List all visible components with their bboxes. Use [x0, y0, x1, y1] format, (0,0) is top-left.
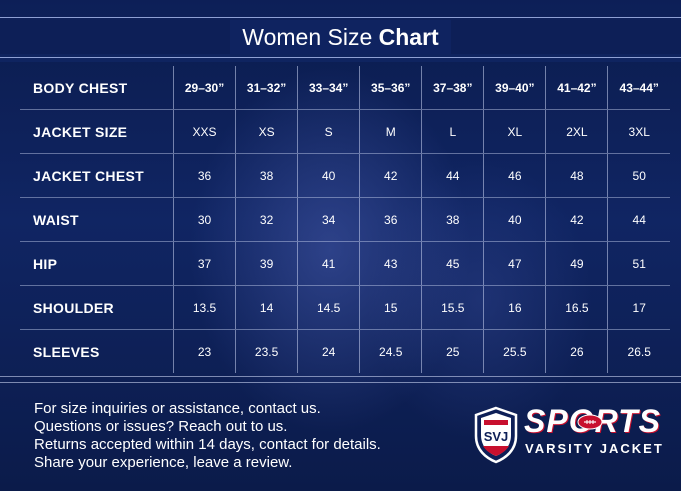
- table-row: JACKET CHEST 36 38 40 42 44 46 48 50: [20, 153, 670, 198]
- table-cell: 13.5: [172, 285, 236, 330]
- table-cell: 40: [297, 153, 360, 198]
- table-cell: 3XL: [607, 109, 670, 154]
- page-title: Women Size Chart: [0, 20, 681, 54]
- brand-logo: SVJ SPORTS VARSITY JACKET: [474, 404, 664, 468]
- table-cell: 45: [421, 241, 484, 286]
- footer-divider-2: [0, 382, 681, 383]
- table-cell: 48: [545, 153, 608, 198]
- table-cell: 44: [607, 197, 670, 242]
- table-cell: 34: [297, 197, 360, 242]
- table-cell: 26.5: [607, 329, 670, 373]
- table-cell: 26: [545, 329, 608, 373]
- row-label: WAIST: [20, 197, 174, 242]
- title-divider-top: [0, 17, 681, 18]
- table-cell: 42: [359, 153, 422, 198]
- header-cell: 29–30”: [172, 66, 236, 110]
- row-label: HIP: [20, 241, 174, 286]
- table-cell: 16.5: [545, 285, 608, 330]
- table-row: SLEEVES 23 23.5 24 24.5 25 25.5 26 26.5: [20, 329, 670, 373]
- table-cell: 42: [545, 197, 608, 242]
- table-cell: 41: [297, 241, 360, 286]
- header-cell: 43–44”: [607, 66, 670, 110]
- header-cell: 31–32”: [235, 66, 298, 110]
- footer-line: Questions or issues? Reach out to us.: [34, 418, 288, 435]
- table-cell: 36: [172, 153, 236, 198]
- table-cell: 39: [235, 241, 298, 286]
- football-icon: [577, 414, 603, 430]
- footer-divider-1: [0, 376, 681, 377]
- table-cell: XS: [235, 109, 298, 154]
- table-cell: M: [359, 109, 422, 154]
- table-cell: 50: [607, 153, 670, 198]
- table-cell: 16: [483, 285, 546, 330]
- table-cell: 15.5: [421, 285, 484, 330]
- table-cell: 25: [421, 329, 484, 373]
- row-label: SHOULDER: [20, 285, 174, 330]
- title-light: Women Size: [242, 24, 373, 50]
- table-cell: S: [297, 109, 360, 154]
- table-cell: 37: [172, 241, 236, 286]
- title-divider-bottom: [0, 57, 681, 58]
- table-cell: 32: [235, 197, 298, 242]
- table-cell: XXS: [172, 109, 236, 154]
- shield-text: SVJ: [484, 429, 509, 444]
- size-table: BODY CHEST 29–30” 31–32” 33–34” 35–36” 37–38”…: [20, 66, 670, 373]
- shield-icon: SVJ: [474, 406, 518, 464]
- footer-line: Share your experience, leave a review.: [34, 454, 293, 471]
- footer-line: Returns accepted within 14 days, contact…: [34, 436, 381, 453]
- table-row: HIP 37 39 41 43 45 47 49 51: [20, 241, 670, 286]
- table-cell: 43: [359, 241, 422, 286]
- row-label: JACKET CHEST: [20, 153, 174, 198]
- footer-info: For size inquiries or assistance, contac…: [34, 400, 454, 472]
- table-row: JACKET SIZE XXS XS S M L XL 2XL 3XL: [20, 109, 670, 154]
- header-cell: 35–36”: [359, 66, 422, 110]
- table-row: SHOULDER 13.5 14 14.5 15 15.5 16 16.5 17: [20, 285, 670, 330]
- table-cell: 2XL: [545, 109, 608, 154]
- table-row: WAIST 30 32 34 36 38 40 42 44: [20, 197, 670, 242]
- table-cell: 38: [421, 197, 484, 242]
- table-cell: 17: [607, 285, 670, 330]
- table-cell: 36: [359, 197, 422, 242]
- table-cell: L: [421, 109, 484, 154]
- table-cell: 23: [172, 329, 236, 373]
- title-bold: Chart: [378, 24, 439, 50]
- row-label: SLEEVES: [33, 343, 100, 360]
- footer-line: For size inquiries or assistance, contac…: [34, 400, 321, 417]
- logo-word-varsity-jacket: VARSITY JACKET: [525, 441, 664, 456]
- table-cell: 14: [235, 285, 298, 330]
- table-cell: 24: [297, 329, 360, 373]
- row-label: JACKET SIZE: [20, 109, 174, 154]
- header-cell: 33–34”: [297, 66, 360, 110]
- header-cell: 41–42”: [545, 66, 608, 110]
- header-cell: 37–38”: [421, 66, 484, 110]
- table-cell: 14.5: [297, 285, 360, 330]
- table-cell: 46: [483, 153, 546, 198]
- table-cell: 30: [172, 197, 236, 242]
- table-header-row: BODY CHEST 29–30” 31–32” 33–34” 35–36” 37–38”…: [20, 66, 670, 110]
- table-cell: 47: [483, 241, 546, 286]
- table-cell: 51: [607, 241, 670, 286]
- header-cell: 39–40”: [483, 66, 546, 110]
- table-cell: 44: [421, 153, 484, 198]
- table-cell: 25.5: [483, 329, 546, 373]
- table-cell: XL: [483, 109, 546, 154]
- table-cell: 49: [545, 241, 608, 286]
- header-label: BODY CHEST: [20, 66, 174, 110]
- table-cell: 24.5: [359, 329, 422, 373]
- table-cell: 38: [235, 153, 298, 198]
- table-cell: 40: [483, 197, 546, 242]
- table-cell: 23.5: [235, 329, 298, 373]
- table-cell: 15: [359, 285, 422, 330]
